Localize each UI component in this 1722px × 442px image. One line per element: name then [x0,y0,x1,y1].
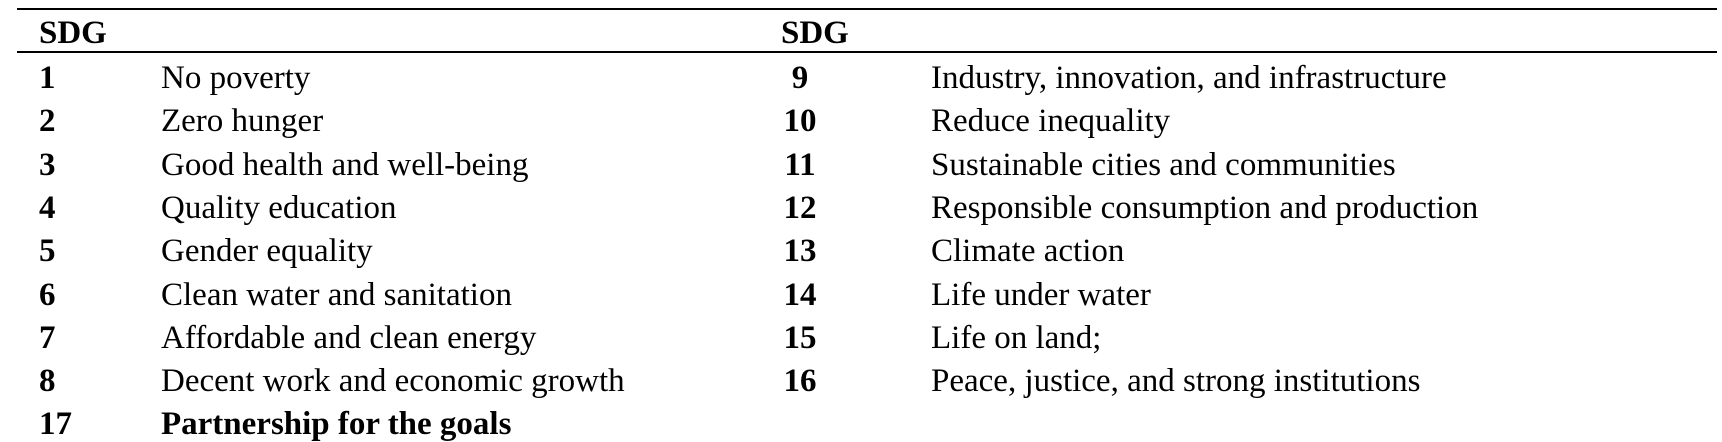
header-rule [17,51,1717,53]
sdg-name: No poverty [161,60,311,96]
sdg-number: 13 [783,233,817,270]
header-cell: SDG [781,15,849,51]
sdg-number: 8 [39,363,56,400]
sdg-name: Good health and well-being [161,146,529,183]
sdg-name: Sustainable cities and communities [931,146,1396,183]
sdg-name: Life on land; [931,319,1102,356]
sdg-number: 5 [39,233,56,270]
sdg-number: 12 [783,189,817,226]
sdg-name: Life under water [931,276,1151,313]
sdg-name: Climate action [931,233,1125,270]
sdg-name: Responsible consumption and production [931,189,1479,226]
sdg-number: 15 [783,319,817,356]
sdg-name: Decent work and economic growth [161,363,625,400]
sdg-name: Clean water and sanitation [161,276,512,313]
top-rule [17,8,1717,10]
sdg-name: Reduce inequality [931,103,1171,140]
sdg-number: 11 [784,146,816,183]
sdg-number: 6 [39,276,56,313]
sdg-number: 16 [783,363,817,400]
sdg-number: 14 [783,276,817,313]
sdg-number: 7 [39,319,56,356]
sdg-name: Peace, justice, and strong institutions [931,363,1421,400]
sdg-name: Affordable and clean energy [161,319,537,356]
sdg-name: Gender equality [161,233,373,270]
header-cell: SDG [39,15,107,51]
sdg-number: 1 [39,60,56,96]
sdg-number: 17 [39,406,72,442]
sdg-name: Quality education [161,189,397,226]
sdg-name: Zero hunger [161,103,324,140]
sdg-name: Industry, innovation, and infrastructure [931,60,1447,96]
sdg-number: 9 [791,60,809,96]
sdg-number: 4 [39,189,56,226]
sdg-number: 10 [783,103,817,140]
sdg-name: Partnership for the goals [161,406,512,442]
sdg-number: 2 [39,103,56,140]
sdg-number: 3 [39,146,56,183]
